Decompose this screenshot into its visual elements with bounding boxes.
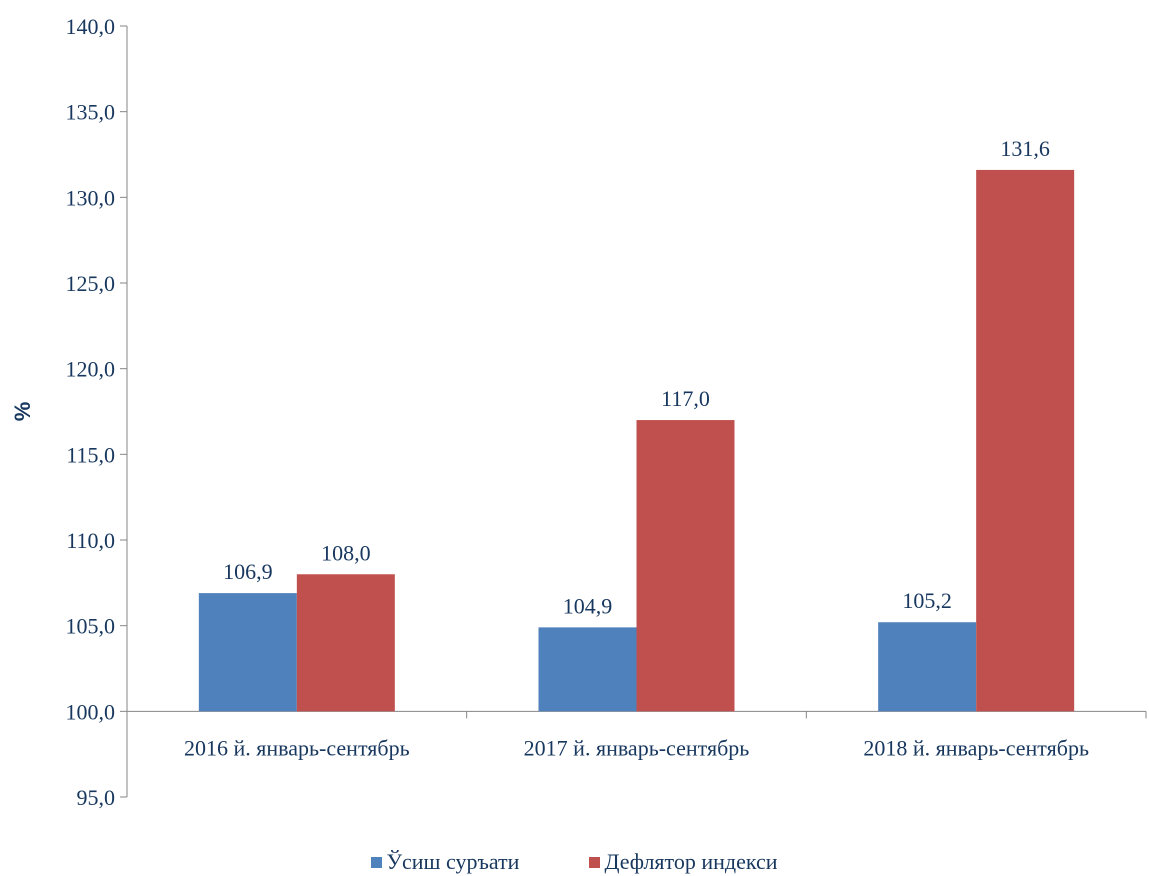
x-category-label: 2018 й. январь-сентябрь	[863, 735, 1089, 760]
y-tick-label: 105,0	[66, 614, 116, 639]
y-tick-label: 135,0	[66, 100, 116, 125]
bar-deflator	[296, 574, 395, 712]
data-label: 131,6	[1000, 136, 1050, 161]
bar-growth	[538, 627, 637, 712]
y-tick-label: 120,0	[66, 357, 116, 382]
y-tick-label: 125,0	[66, 271, 116, 296]
y-tick-label: 140,0	[66, 14, 116, 39]
legend-swatch-growth	[371, 856, 383, 868]
data-labels: 106,9 108,0 104,9 117,0 105,2 131,6	[223, 136, 1050, 618]
legend-label-growth: Ўсиш суръати	[386, 849, 520, 874]
legend-swatch-deflator	[589, 856, 601, 868]
bars	[198, 169, 1075, 712]
data-label: 105,2	[902, 588, 952, 613]
bar-growth	[198, 593, 297, 712]
y-tick-label: 115,0	[66, 442, 115, 467]
data-label: 117,0	[661, 386, 710, 411]
x-axis: 2016 й. январь-сентябрь 2017 й. январь-се…	[126, 710, 1147, 760]
y-tick-label: 110,0	[66, 528, 115, 553]
data-label: 106,9	[223, 559, 273, 584]
y-tick-label: 100,0	[66, 699, 116, 724]
data-label: 108,0	[321, 540, 371, 565]
legend-label-deflator: Дефлятор индекси	[604, 849, 778, 874]
y-tick-label: 95,0	[77, 785, 116, 810]
bar-chart: 95,0 100,0 105,0 110,0 115,0 120,0 125,0 130,0 1…	[10, 14, 1147, 810]
y-axis-title: %	[10, 402, 35, 422]
bar-deflator	[976, 169, 1075, 712]
x-category-label: 2016 й. январь-сентябрь	[184, 735, 410, 760]
data-label: 104,9	[563, 593, 613, 618]
bar-deflator	[636, 420, 735, 712]
legend: Ўсиш суръати Дефлятор индекси	[0, 848, 1149, 876]
legend-item-deflator: Дефлятор индекси	[589, 849, 778, 874]
x-category-label: 2017 й. январь-сентябрь	[524, 735, 750, 760]
y-axis: 95,0 100,0 105,0 110,0 115,0 120,0 125,0 130,0 1…	[66, 14, 128, 810]
y-tick-label: 130,0	[66, 185, 116, 210]
bar-growth	[878, 622, 977, 712]
legend-item-growth: Ўсиш суръати	[371, 851, 519, 873]
